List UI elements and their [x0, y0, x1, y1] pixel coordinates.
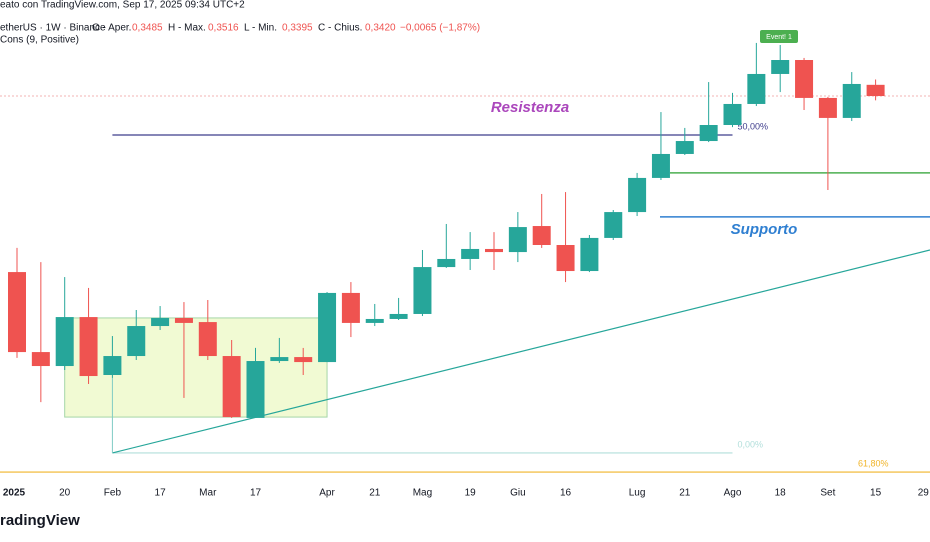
- x-tick-label: 17: [250, 488, 262, 499]
- fib-label: 61,80%: [858, 458, 889, 468]
- candle-body: [8, 272, 26, 353]
- candle-body: [461, 248, 480, 259]
- candle-body: [747, 73, 766, 104]
- candle-body: [318, 292, 337, 363]
- high-label: H - Max.: [168, 23, 206, 34]
- event-badge: [760, 30, 798, 43]
- event-label: Event! 1: [766, 34, 792, 41]
- candle-body: [532, 226, 551, 245]
- open-value: 0,3485: [132, 23, 163, 34]
- candle-body: [485, 248, 503, 253]
- change: −0,0065 (−1,87%): [400, 23, 480, 34]
- candle-body: [389, 313, 408, 319]
- candle-body: [103, 356, 122, 375]
- credit: eato con TradingView.com, Sep 17, 2025 0…: [0, 0, 245, 11]
- indicator: Cons (9, Positive): [0, 35, 79, 46]
- candle-body: [198, 322, 217, 357]
- x-tick-label: 18: [775, 488, 787, 499]
- candle-body: [174, 317, 193, 323]
- candle-body: [580, 237, 599, 272]
- brand: radingView: [0, 512, 80, 529]
- candle-body: [222, 356, 241, 418]
- candle-body: [818, 97, 837, 118]
- symbol: etherUS · 1W · Binance: [0, 23, 106, 34]
- x-tick-label: 21: [679, 488, 691, 499]
- candle-body: [151, 317, 170, 327]
- support-label: Supporto: [731, 221, 798, 238]
- close-value: 0,3420: [365, 23, 396, 34]
- x-tick-label: 29: [918, 488, 930, 499]
- x-tick-label: 21: [369, 488, 381, 499]
- candle-body: [270, 357, 289, 362]
- fib-label: 50,00%: [738, 121, 769, 131]
- candle-body: [55, 317, 74, 367]
- candle-body: [246, 361, 265, 418]
- x-tick-label: 17: [155, 488, 167, 499]
- open-label: O - Aper.: [92, 23, 131, 34]
- candle-body: [604, 212, 623, 238]
- x-tick-label: Set: [820, 488, 835, 499]
- x-tick-label: 20: [59, 488, 71, 499]
- candle-body: [365, 318, 384, 323]
- trendline: [112, 249, 930, 454]
- candle-body: [413, 267, 432, 314]
- x-tick-label: 19: [465, 488, 477, 499]
- candle-body: [127, 326, 146, 357]
- x-tick-label: Lug: [629, 488, 646, 499]
- x-tick-label: 15: [870, 488, 882, 499]
- x-tick-label: Mag: [413, 488, 432, 499]
- candle-body: [866, 84, 885, 97]
- candle-body: [675, 141, 694, 154]
- high-value: 0,3516: [208, 23, 239, 34]
- candle-body: [699, 125, 718, 142]
- x-tick-label: 16: [560, 488, 572, 499]
- candle-body: [31, 352, 50, 367]
- x-tick-label: Feb: [104, 488, 122, 499]
- candle-body: [651, 153, 670, 178]
- candle-body: [628, 177, 647, 213]
- fib-label: 0,00%: [738, 439, 764, 449]
- candle-body: [341, 292, 360, 323]
- low-value: 0,3395: [282, 23, 313, 34]
- candle-body: [556, 245, 575, 272]
- candle-body: [771, 60, 790, 74]
- candle-body: [79, 317, 98, 377]
- x-tick-label: Giu: [510, 488, 526, 499]
- candle-body: [842, 83, 861, 118]
- candle-body: [508, 227, 527, 253]
- resistance-label: Resistenza: [491, 99, 569, 116]
- candle-body: [437, 258, 456, 268]
- candle-body: [723, 103, 742, 125]
- close-label: C - Chius.: [318, 23, 362, 34]
- x-tick-label: Apr: [319, 488, 335, 499]
- low-label: L - Min.: [244, 23, 277, 34]
- x-tick-label: Mar: [199, 488, 217, 499]
- candle-body: [294, 357, 313, 363]
- x-tick-label: Ago: [724, 488, 742, 499]
- x-tick-label: 2025: [3, 488, 26, 499]
- candle-body: [795, 60, 814, 98]
